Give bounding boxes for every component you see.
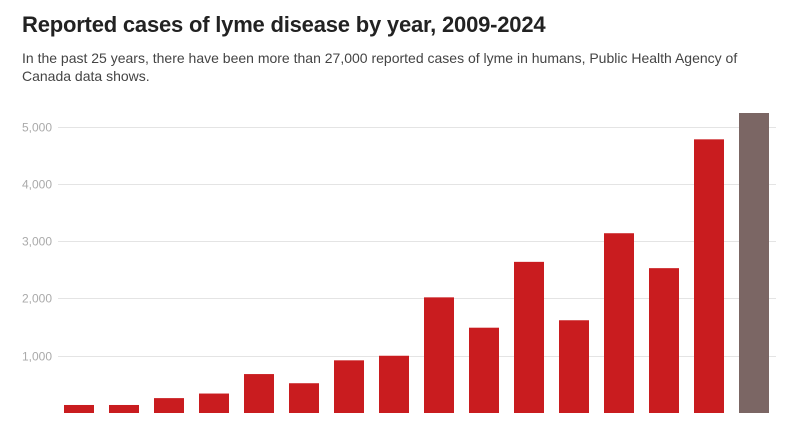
bar-2009[interactable] bbox=[64, 404, 94, 413]
bar-2019[interactable] bbox=[514, 261, 544, 413]
bar-2023[interactable] bbox=[694, 139, 724, 413]
bar-2013[interactable] bbox=[244, 374, 274, 413]
bar-2024[interactable] bbox=[739, 113, 769, 413]
y-axis-tick-labels: 1,000 2,000 3,000 4,000 5,000 bbox=[22, 121, 52, 364]
bar-2020[interactable] bbox=[559, 320, 589, 413]
bar-2022[interactable] bbox=[649, 268, 679, 413]
y-tick-label: 3,000 bbox=[22, 235, 52, 249]
bar-2011[interactable] bbox=[154, 398, 184, 413]
y-tick-label: 4,000 bbox=[22, 178, 52, 192]
bar-2014[interactable] bbox=[289, 383, 319, 413]
bar-2016[interactable] bbox=[379, 355, 409, 413]
y-tick-label: 2,000 bbox=[22, 292, 52, 306]
chart-title: Reported cases of lyme disease by year, … bbox=[22, 12, 546, 37]
bar-2018[interactable] bbox=[469, 327, 499, 413]
bar-2017[interactable] bbox=[424, 297, 454, 413]
bars bbox=[64, 113, 769, 413]
bar-2012[interactable] bbox=[199, 393, 229, 413]
bar-2015[interactable] bbox=[334, 360, 364, 413]
y-tick-label: 1,000 bbox=[22, 350, 52, 364]
y-tick-label: 5,000 bbox=[22, 121, 52, 135]
bar-2021[interactable] bbox=[604, 233, 634, 413]
chart-subtitle: In the past 25 years, there have been mo… bbox=[22, 50, 738, 84]
bar-2010[interactable] bbox=[109, 404, 139, 413]
gridlines bbox=[58, 127, 776, 357]
